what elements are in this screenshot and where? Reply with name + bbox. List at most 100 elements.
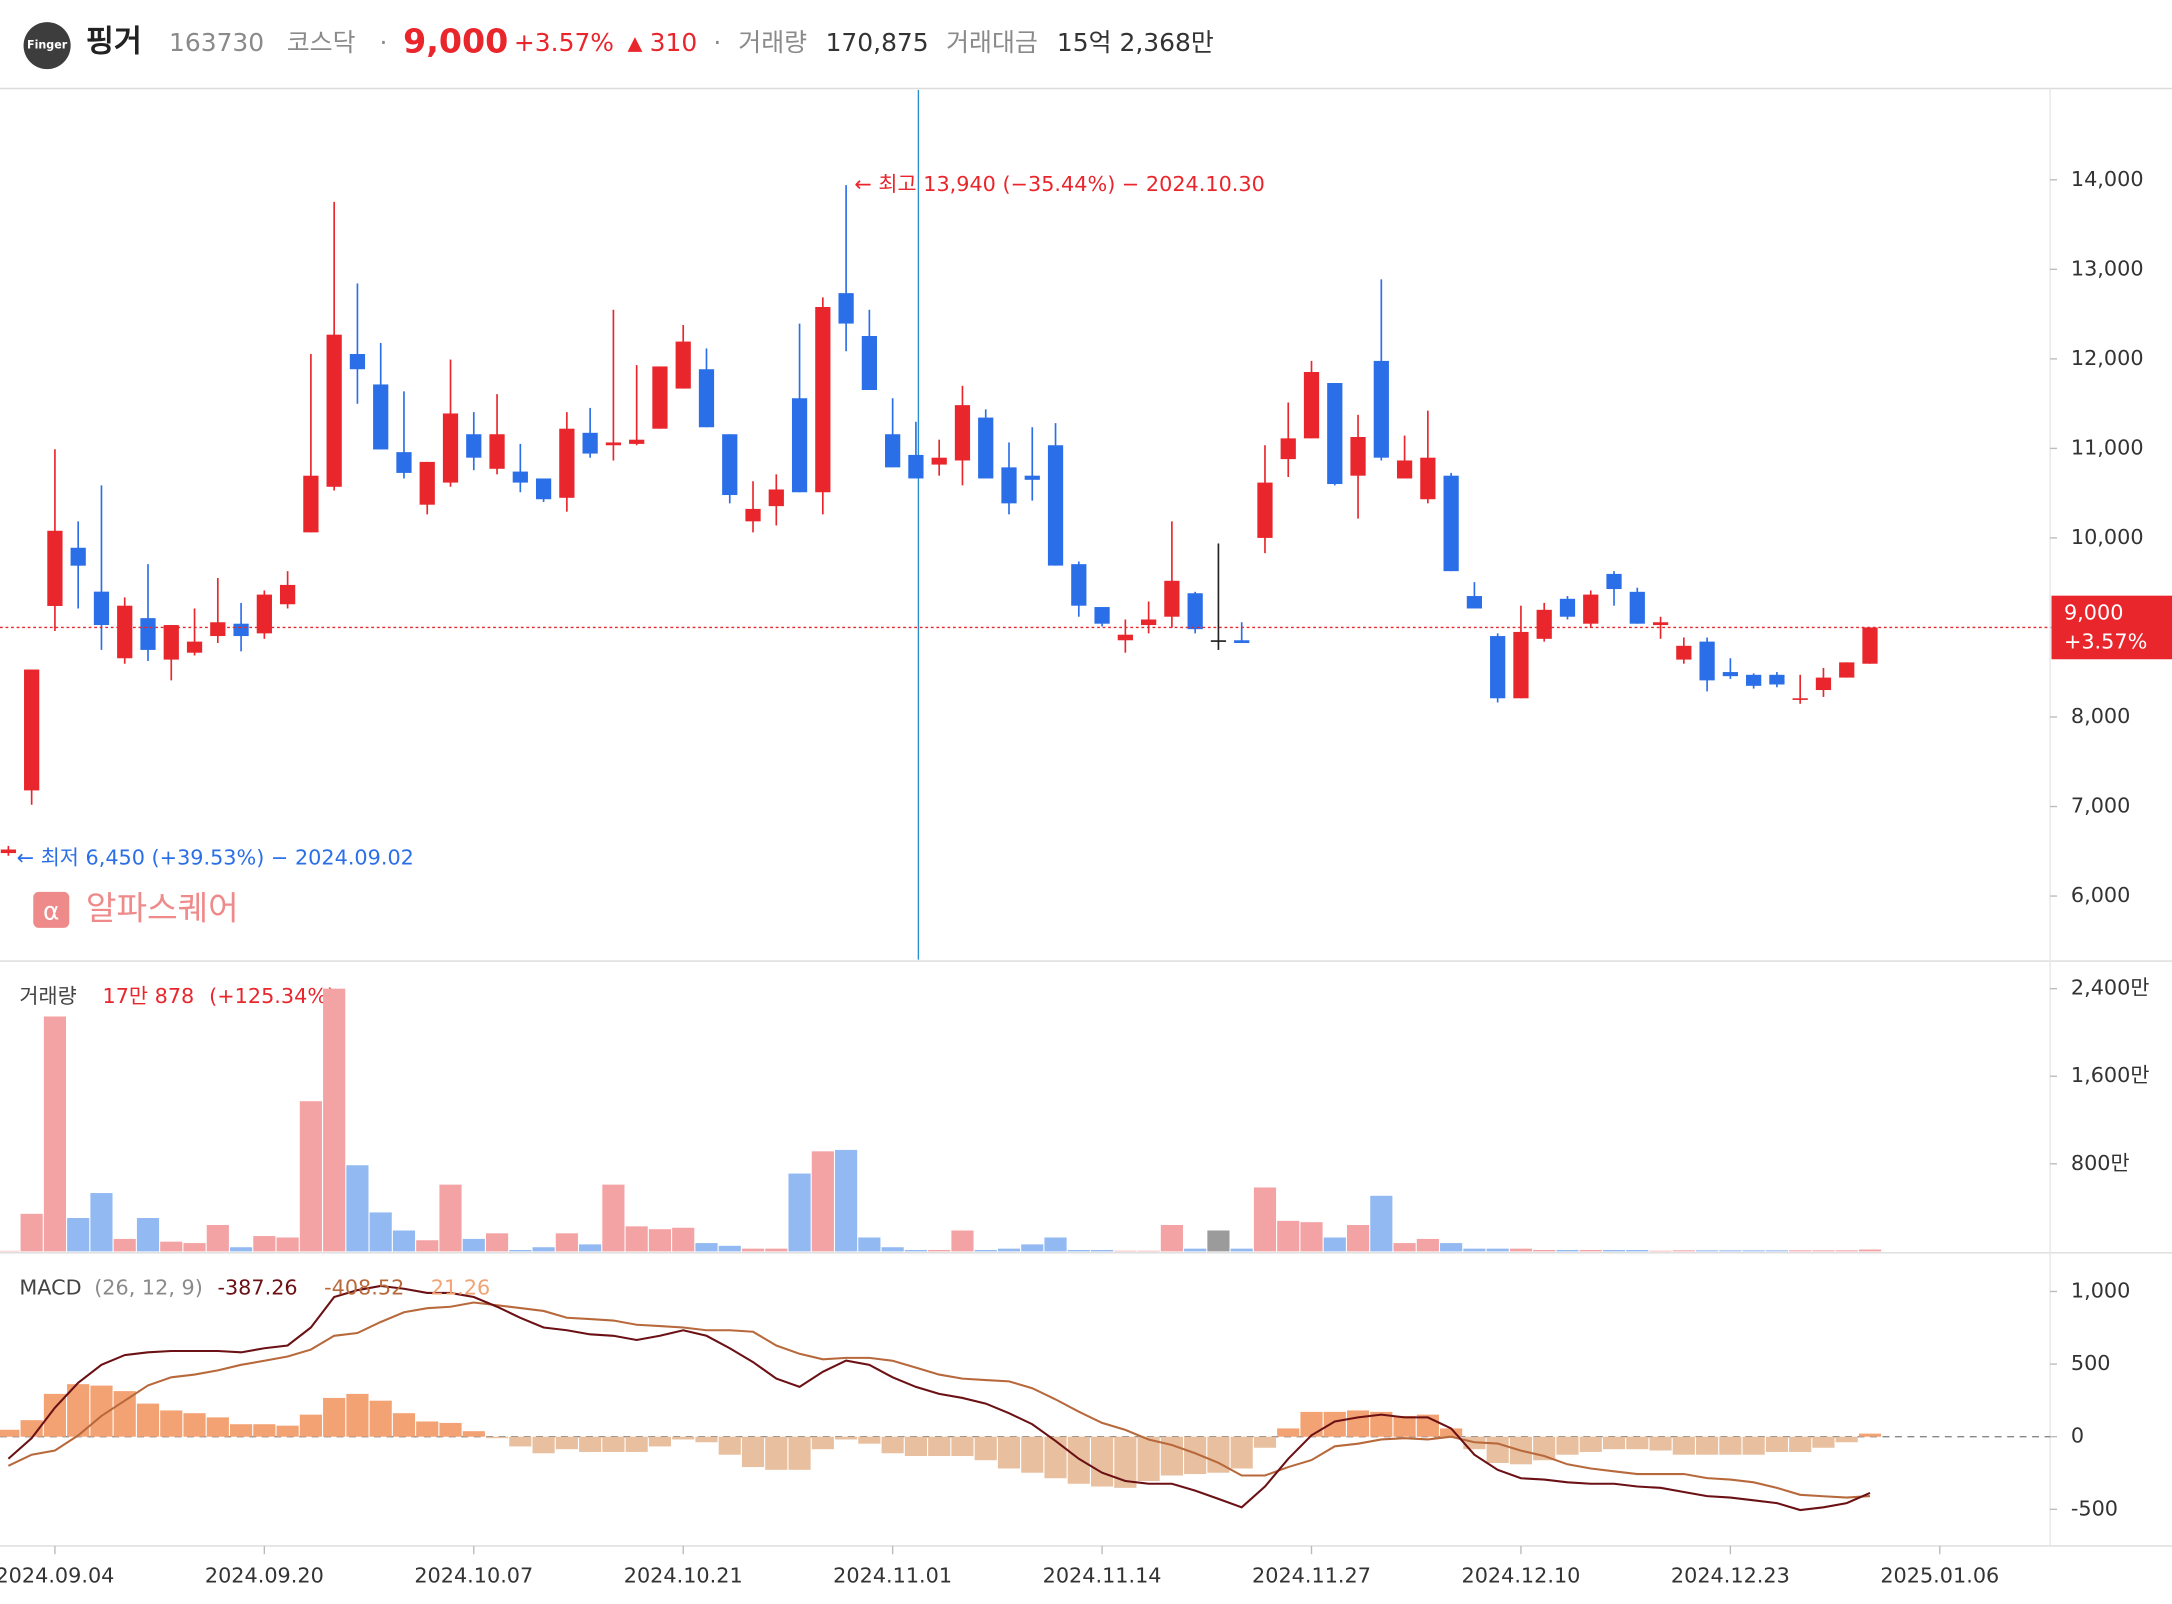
candle-body <box>117 605 133 659</box>
volume-bar <box>718 1245 741 1252</box>
volume-bar <box>928 1249 951 1252</box>
volume-bar <box>648 1229 672 1252</box>
histogram-bar <box>648 1436 672 1447</box>
histogram-bar <box>1696 1436 1719 1455</box>
histogram-bar <box>1812 1436 1835 1448</box>
histogram-bar <box>369 1400 392 1437</box>
candle-body <box>745 508 761 522</box>
logo-text: Finger <box>27 39 68 52</box>
histogram-bar <box>1277 1428 1300 1437</box>
histogram-bar <box>416 1421 439 1437</box>
candle-body <box>1094 607 1110 624</box>
candle-body <box>1862 627 1878 664</box>
candle-body <box>466 434 482 458</box>
volume-label: 거래량 <box>738 28 807 57</box>
amount: 15억 2,368만 <box>1057 28 1214 57</box>
volume-bar <box>1463 1248 1486 1252</box>
histogram-bar <box>1858 1433 1882 1437</box>
histogram-bar <box>1649 1436 1672 1451</box>
candle-body <box>1513 631 1529 699</box>
histogram-bar <box>555 1436 578 1450</box>
volume-bar <box>160 1241 183 1252</box>
y-tick-label: 6,000 <box>2071 883 2130 907</box>
candle-body <box>1350 437 1366 476</box>
separator: · <box>713 28 721 57</box>
candle-body <box>1187 593 1203 630</box>
volume-bar <box>299 1101 322 1252</box>
x-tick-label: 2024.12.10 <box>1461 1563 1580 1587</box>
candle-body <box>1396 460 1413 479</box>
histogram-bar <box>1230 1436 1253 1469</box>
x-tick-label: 2024.10.07 <box>414 1563 533 1587</box>
histogram-bar <box>43 1393 66 1437</box>
histogram-bar <box>904 1436 927 1457</box>
candle-body <box>349 354 366 370</box>
candle-body <box>256 594 272 634</box>
x-tick-label: 2024.12.23 <box>1671 1563 1790 1587</box>
histogram-bar <box>346 1393 369 1437</box>
macd-line <box>7 1284 1871 1512</box>
candle-body <box>605 442 622 446</box>
volume-bar <box>67 1218 90 1252</box>
histogram-bar <box>672 1436 695 1440</box>
volume-bar <box>276 1237 299 1252</box>
volume-title: 거래량 <box>19 984 76 1008</box>
candle-body <box>675 341 691 389</box>
macd-legend-value: -387.26 <box>217 1276 297 1300</box>
volume-bar <box>1672 1250 1695 1252</box>
histogram-bar <box>485 1436 509 1439</box>
histogram-bar <box>509 1436 532 1447</box>
candle-body <box>1606 573 1622 590</box>
histogram-bar <box>1300 1411 1323 1437</box>
candle-body <box>629 439 645 444</box>
histogram-bar <box>811 1436 834 1450</box>
candle-body <box>1047 445 1064 566</box>
y-tick-label: 14,000 <box>2071 167 2144 191</box>
candle-body <box>1420 457 1436 500</box>
histogram-bar <box>625 1436 648 1452</box>
histogram-bar <box>1486 1436 1509 1463</box>
histogram-bar <box>0 1429 20 1437</box>
candle-body <box>303 475 319 533</box>
macd-legend-value: -408.52 <box>324 1276 404 1300</box>
volume-bar <box>1323 1237 1346 1252</box>
volume-bar <box>579 1244 602 1252</box>
candle-body <box>698 369 715 428</box>
macd-params: (26, 12, 9) <box>94 1276 203 1300</box>
histogram-bar <box>113 1391 136 1437</box>
volume-bar <box>1649 1250 1672 1252</box>
candle-body <box>1071 564 1087 606</box>
volume-bar <box>532 1247 555 1252</box>
volume-bar <box>1742 1250 1765 1252</box>
candle-body <box>47 530 63 606</box>
volume-bar <box>811 1151 834 1252</box>
y-tick-label: 12,000 <box>2071 346 2144 370</box>
candle-body <box>1815 677 1832 691</box>
watermark-icon <box>33 891 70 928</box>
change-pct: +3.57% <box>514 28 614 57</box>
stock-name: 핑거 <box>86 24 142 59</box>
histogram-bar <box>1021 1436 1044 1473</box>
histogram-bar <box>858 1436 881 1444</box>
histogram-bar <box>1579 1436 1602 1452</box>
volume-bar <box>43 1016 66 1252</box>
histogram-bar <box>1765 1436 1788 1452</box>
volume-bar <box>1719 1250 1742 1252</box>
volume-bar <box>951 1230 974 1252</box>
histogram-bar <box>835 1436 858 1440</box>
volume-bar <box>881 1247 904 1252</box>
histogram-bar <box>229 1424 253 1437</box>
volume-bar <box>1626 1249 1649 1252</box>
volume-bar <box>602 1184 625 1252</box>
volume-bar <box>0 1250 20 1252</box>
histogram-bar <box>928 1436 951 1457</box>
histogram-bar <box>951 1436 974 1457</box>
change: 310 <box>650 28 698 57</box>
y-tick-label: 0 <box>2071 1424 2084 1448</box>
histogram-bar <box>439 1422 462 1437</box>
x-tick-label: 2024.09.20 <box>205 1563 324 1587</box>
histogram-bar <box>67 1384 90 1437</box>
candle-body <box>489 434 505 469</box>
macd-line <box>7 1301 1871 1499</box>
volume-bar <box>462 1238 485 1252</box>
